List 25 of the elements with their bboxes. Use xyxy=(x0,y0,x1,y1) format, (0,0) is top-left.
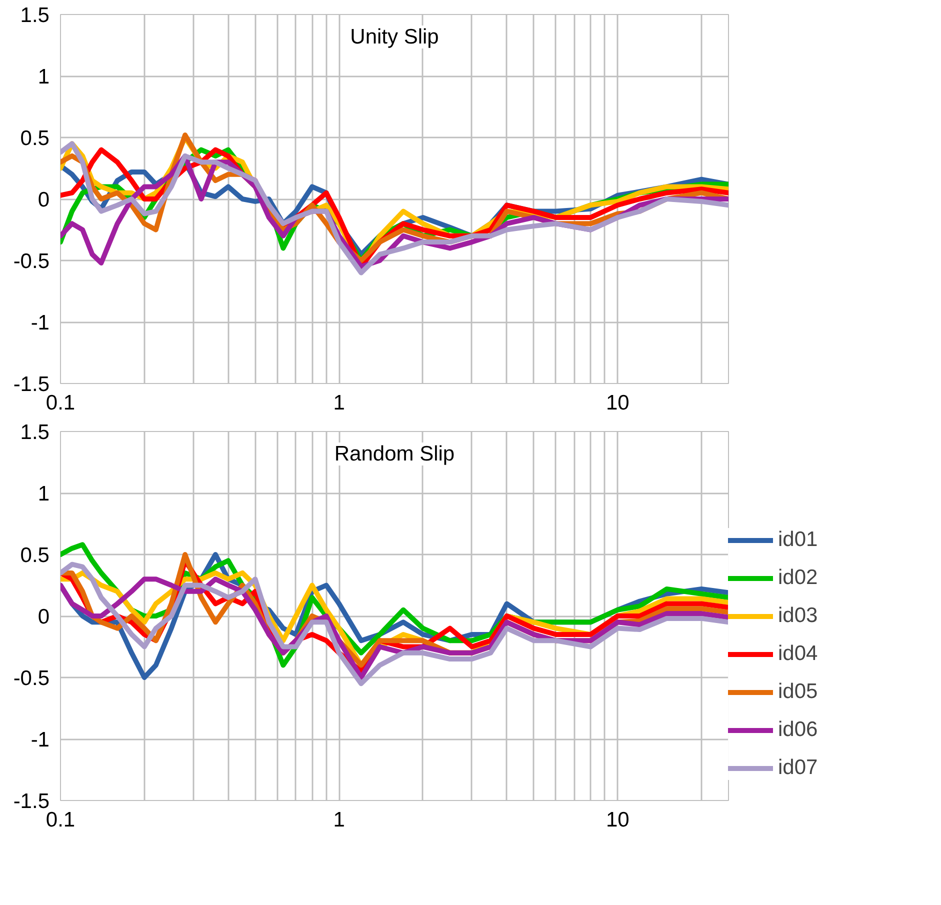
y-tick-label: -0.5 xyxy=(13,667,50,690)
legend-label: id07 xyxy=(778,756,818,780)
text: Unity Slip xyxy=(350,26,439,48)
y-tick-label: -1 xyxy=(30,728,50,752)
legend-label: id04 xyxy=(778,642,818,666)
y-tick-label: 1 xyxy=(38,66,50,88)
legend-label: id02 xyxy=(778,566,818,590)
y-tick-label: 1.5 xyxy=(20,4,50,27)
y-tick-label: 1.5 xyxy=(20,421,50,444)
y-tick-label: -1 xyxy=(30,312,50,334)
x-tick-label: 1 xyxy=(333,808,345,832)
y-tick-label: 1 xyxy=(38,482,50,506)
y-tick-label: 0 xyxy=(38,188,50,212)
x-tick-label: 10 xyxy=(606,808,630,832)
x-tick-label: 10 xyxy=(606,392,630,414)
y-tick-label: -0.5 xyxy=(13,250,50,273)
legend-label: id05 xyxy=(778,680,818,704)
y-tick-label: 0 xyxy=(38,606,50,628)
legend-label: id01 xyxy=(778,528,818,552)
legend-label: id06 xyxy=(778,718,818,742)
y-tick-label: 0.5 xyxy=(20,127,50,150)
y-tick-label: 0.5 xyxy=(20,544,50,567)
legend-label: id03 xyxy=(778,604,818,628)
x-tick-label: 1 xyxy=(333,392,345,414)
text: Random Slip xyxy=(334,442,455,466)
